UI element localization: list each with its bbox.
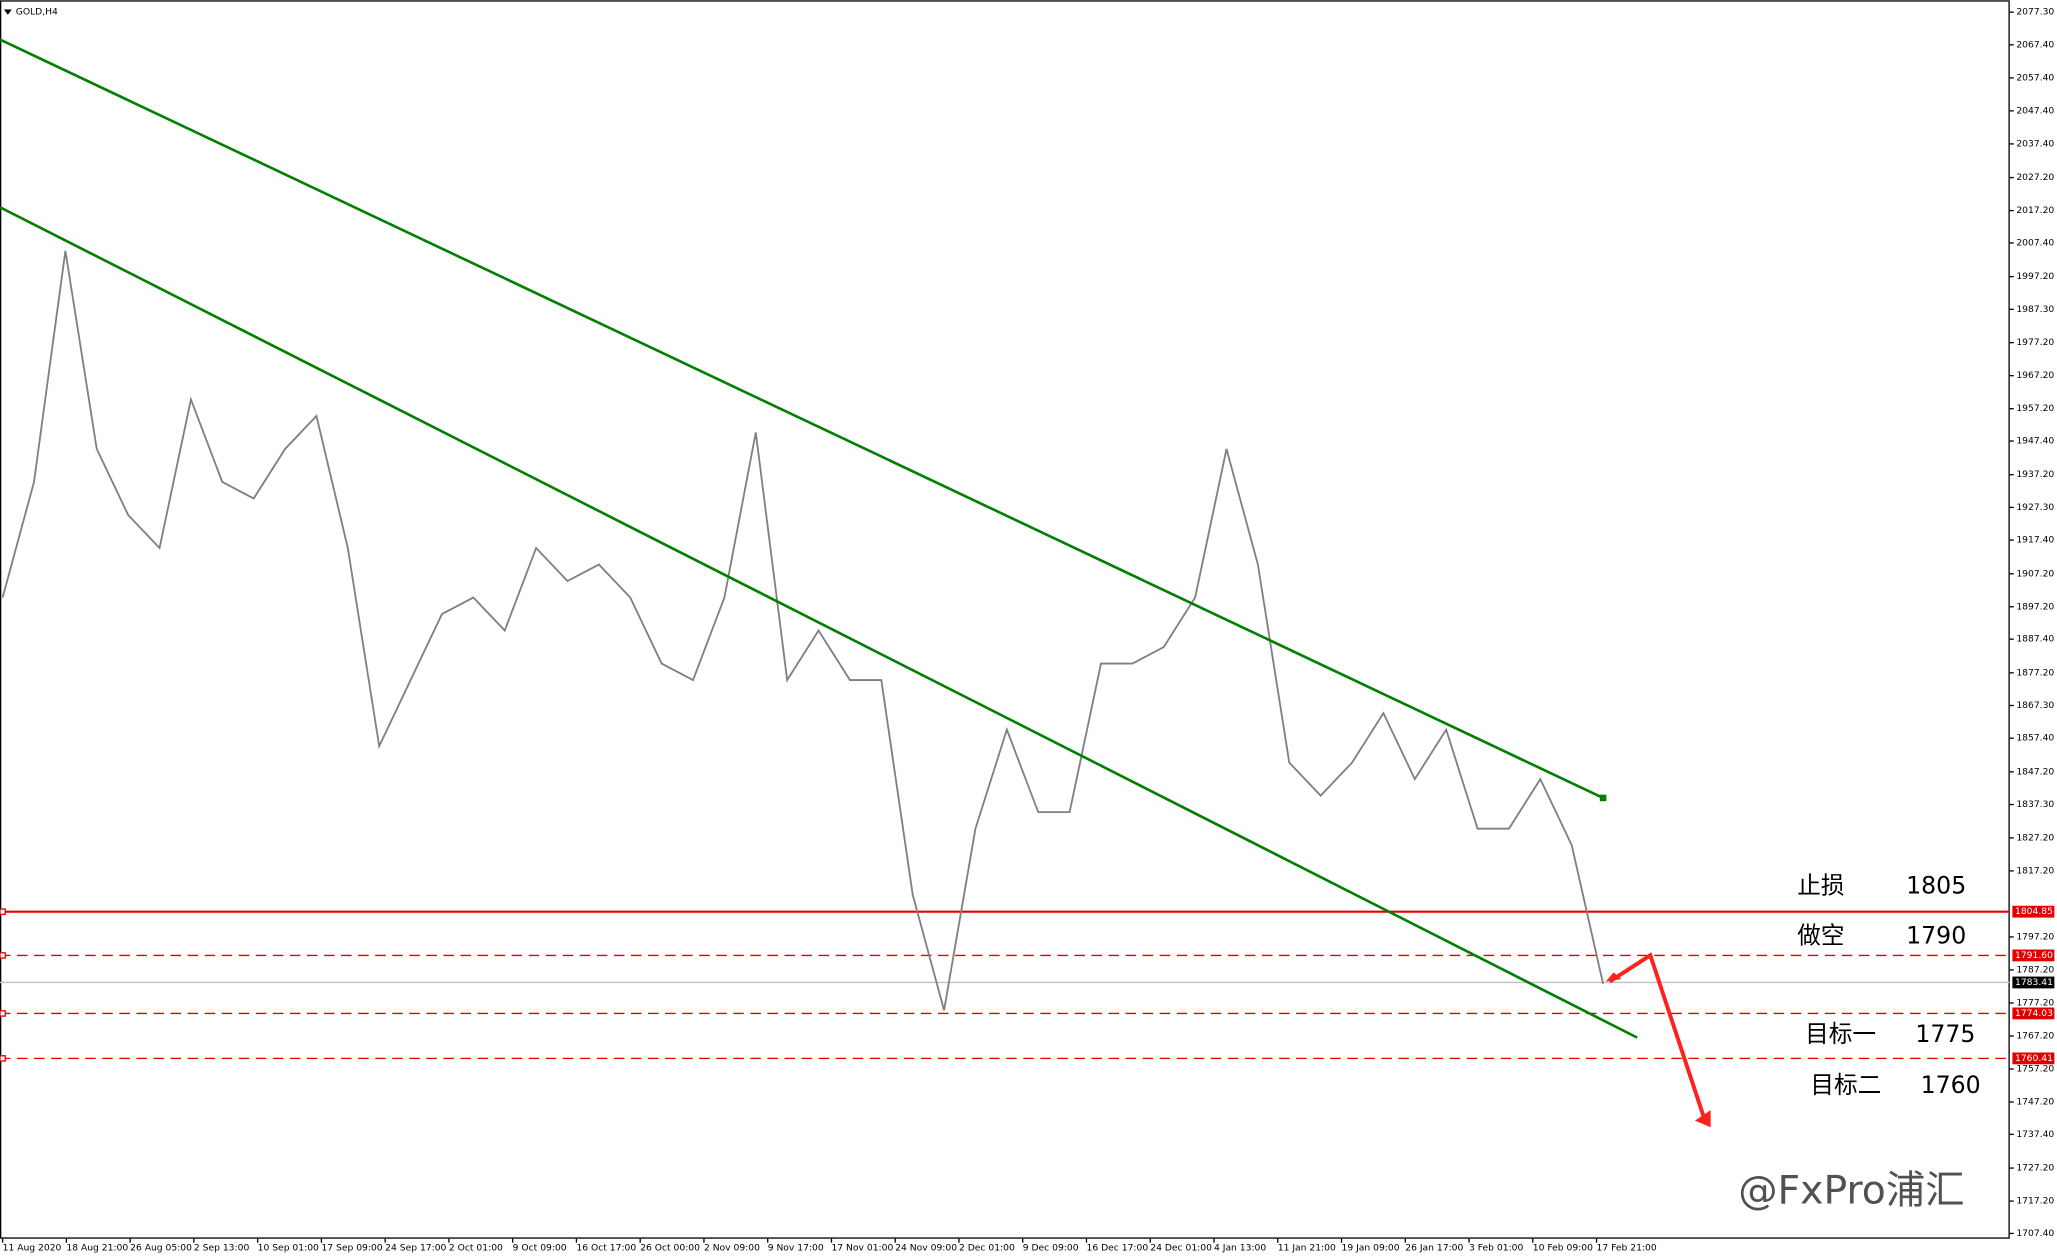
annotation-label: 做空 [1797, 921, 1844, 949]
level-handle [0, 952, 6, 959]
x-tick-label: 26 Jan 17:00 [1405, 1242, 1463, 1253]
y-tick-label: 1907.20 [2016, 568, 2054, 579]
level-label: 1791.60 [2015, 950, 2053, 961]
y-tick-label: 2077.30 [2016, 7, 2054, 18]
y-tick-label: 1867.30 [2016, 700, 2054, 711]
level-label: 1760.41 [2015, 1053, 2053, 1064]
y-tick-label: 2007.40 [2016, 237, 2054, 248]
y-tick-label: 1717.20 [2016, 1196, 2054, 1207]
annotation-label: 目标一 [1805, 1020, 1876, 1048]
level-label: 1783.41 [2015, 977, 2053, 988]
x-tick-label: 2 Nov 09:00 [704, 1242, 760, 1253]
level-label-bg [2012, 1007, 2055, 1020]
annotation-number: 1760 [1921, 1071, 1981, 1099]
level-label: 1804.85 [2015, 906, 2053, 917]
x-tick-label: 24 Nov 09:00 [895, 1242, 957, 1253]
annotation-number: 1805 [1906, 872, 1966, 900]
y-tick-label: 1777.20 [2016, 997, 2054, 1008]
arrow [1608, 952, 1706, 1119]
trendline [0, 206, 1638, 1039]
x-tick-label: 9 Oct 09:00 [513, 1242, 567, 1253]
x-tick-label: 24 Dec 01:00 [1150, 1242, 1212, 1253]
plot-frame [0, 0, 2010, 1239]
y-tick-label: 2027.20 [2016, 172, 2054, 183]
x-tick-label: 19 Jan 09:00 [1342, 1242, 1400, 1253]
menu-triangle[interactable] [3, 9, 12, 15]
x-tick-label: 16 Oct 17:00 [576, 1242, 636, 1253]
y-tick-label: 1967.20 [2016, 370, 2054, 381]
y-tick-label: 1747.20 [2016, 1097, 2054, 1108]
chart-layers: 2077.30 2067.40 2057.40 2047.40 2037.40 2027.… [0, 7, 2055, 1253]
y-tick-label: 2067.40 [2016, 39, 2054, 50]
trendline [0, 38, 1604, 800]
y-tick-label: 2047.40 [2016, 105, 2054, 116]
y-tick-label: 1757.20 [2016, 1064, 2054, 1075]
y-tick-label: 1917.40 [2016, 535, 2054, 546]
x-tick-label: 17 Feb 21:00 [1597, 1242, 1657, 1253]
watermark: @FxPro浦汇 [1738, 1167, 1964, 1213]
y-tick-label: 2017.20 [2016, 205, 2054, 216]
y-tick-label: 1837.30 [2016, 799, 2054, 810]
y-tick-label: 1887.40 [2016, 634, 2054, 645]
y-tick-label: 1787.20 [2016, 964, 2054, 975]
x-tick-label: 17 Nov 01:00 [831, 1242, 893, 1253]
y-tick-label: 1707.40 [2016, 1228, 2054, 1239]
x-tick-label: 18 Aug 21:00 [66, 1242, 128, 1253]
x-tick-label: 11 Jan 21:00 [1278, 1242, 1336, 1253]
symbol-title: GOLD,H4 [16, 7, 58, 18]
annotation-number: 1790 [1906, 921, 1966, 949]
y-tick-label: 1857.40 [2016, 733, 2054, 744]
price-line [1, 250, 1604, 1011]
x-tick-label: 10 Feb 09:00 [1533, 1242, 1593, 1253]
x-tick-label: 2 Sep 13:00 [194, 1242, 250, 1253]
y-tick-label: 2057.40 [2016, 72, 2054, 83]
x-tick-label: 2 Dec 01:00 [959, 1242, 1015, 1253]
x-tick-label: 11 Aug 2020 [3, 1242, 62, 1253]
y-tick-label: 1977.20 [2016, 337, 2054, 348]
x-tick-label: 16 Dec 17:00 [1086, 1242, 1148, 1253]
arrow-tail [1605, 972, 1622, 982]
y-tick-label: 1987.30 [2016, 304, 2054, 315]
arrow-head [1694, 1110, 1711, 1128]
trendline-handle [1599, 794, 1607, 802]
x-tick-label: 2 Oct 01:00 [449, 1242, 503, 1253]
y-tick-label: 1897.20 [2016, 601, 2054, 612]
annotation-number: 1775 [1915, 1020, 1975, 1048]
level-handle [0, 908, 6, 915]
level-handle [0, 1010, 6, 1017]
y-tick-label: 1937.20 [2016, 469, 2054, 480]
y-tick-label: 1797.20 [2016, 931, 2054, 942]
level-label-bg [2012, 949, 2055, 962]
level-label-bg [2012, 905, 2055, 918]
y-tick-label: 1817.20 [2016, 865, 2054, 876]
x-tick-label: 10 Sep 01:00 [258, 1242, 319, 1253]
y-tick-label: 1727.20 [2016, 1163, 2054, 1174]
y-tick-label: 1957.20 [2016, 403, 2054, 414]
x-tick-label: 9 Dec 09:00 [1023, 1242, 1079, 1253]
level-label: 1774.03 [2015, 1008, 2053, 1019]
annotation-label: 止损 [1797, 872, 1844, 900]
y-tick-label: 2037.40 [2016, 138, 2054, 149]
y-tick-label: 1997.20 [2016, 271, 2054, 282]
level-handle [0, 1055, 6, 1062]
x-tick-label: 26 Oct 00:00 [640, 1242, 700, 1253]
level-label-bg [2012, 1052, 2055, 1065]
y-tick-label: 1767.20 [2016, 1030, 2054, 1041]
x-tick-label: 24 Sep 17:00 [385, 1242, 446, 1253]
level-label-bg [2012, 976, 2055, 989]
x-tick-label: 9 Nov 17:00 [768, 1242, 824, 1253]
y-tick-label: 1947.40 [2016, 436, 2054, 447]
y-tick-label: 1827.20 [2016, 832, 2054, 843]
y-tick-label: 1847.20 [2016, 766, 2054, 777]
y-tick-label: 1927.30 [2016, 502, 2054, 513]
x-tick-label: 3 Feb 01:00 [1469, 1242, 1524, 1253]
annotation-label: 目标二 [1810, 1071, 1881, 1099]
y-tick-label: 1877.20 [2016, 667, 2054, 678]
x-tick-label: 4 Jan 13:00 [1214, 1242, 1266, 1253]
x-tick-label: 26 Aug 05:00 [130, 1242, 192, 1253]
y-tick-label: 1737.40 [2016, 1129, 2054, 1140]
x-tick-label: 17 Sep 09:00 [321, 1242, 382, 1253]
